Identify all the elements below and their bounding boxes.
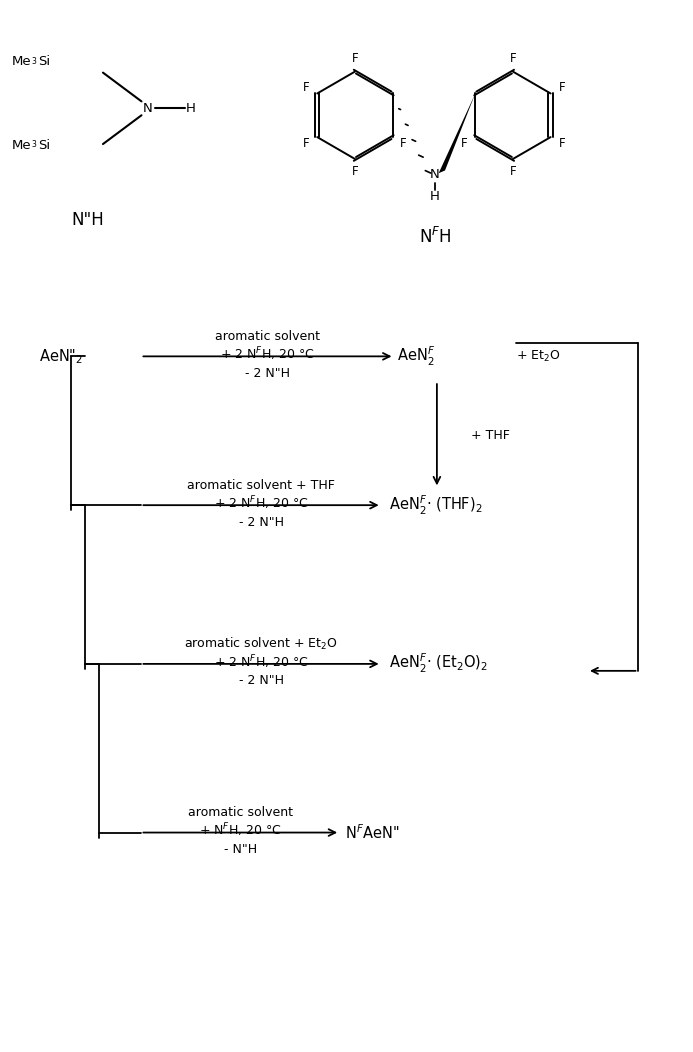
- Text: Me: Me: [12, 55, 32, 68]
- Text: F: F: [509, 165, 516, 179]
- Text: N$^F$H: N$^F$H: [419, 227, 451, 247]
- Text: F: F: [303, 81, 310, 94]
- Text: Me: Me: [12, 139, 32, 151]
- Text: F: F: [559, 137, 565, 150]
- Text: F: F: [509, 53, 516, 65]
- Text: F: F: [303, 137, 310, 150]
- Text: F: F: [559, 81, 565, 94]
- Text: aromatic solvent: aromatic solvent: [188, 806, 293, 820]
- Text: F: F: [351, 165, 358, 179]
- Text: + N$^F$H, 20 °C: + N$^F$H, 20 °C: [199, 822, 282, 839]
- Text: N"H: N"H: [72, 211, 105, 229]
- Text: AeN"$_2$: AeN"$_2$: [39, 347, 83, 366]
- Text: aromatic solvent + Et$_2$O: aromatic solvent + Et$_2$O: [184, 636, 337, 652]
- Text: aromatic solvent + THF: aromatic solvent + THF: [187, 479, 335, 492]
- Text: + THF: + THF: [471, 429, 510, 442]
- Text: AeN$^F_2$: AeN$^F_2$: [397, 345, 435, 368]
- Text: + 2 N$^F$H, 20 °C: + 2 N$^F$H, 20 °C: [220, 345, 315, 363]
- Text: F: F: [461, 137, 468, 150]
- Text: Si: Si: [37, 139, 50, 151]
- Text: aromatic solvent: aromatic solvent: [215, 330, 320, 343]
- Text: N$^F$AeN": N$^F$AeN": [345, 824, 400, 842]
- Text: N: N: [430, 168, 440, 181]
- Text: $_3$: $_3$: [31, 56, 37, 68]
- Text: H: H: [430, 190, 440, 203]
- Text: + 2 N$^F$H, 20 °C: + 2 N$^F$H, 20 °C: [213, 653, 308, 671]
- Text: $_3$: $_3$: [31, 139, 37, 151]
- Polygon shape: [439, 94, 475, 174]
- Text: Si: Si: [37, 55, 50, 68]
- Text: H: H: [186, 102, 196, 115]
- Text: N: N: [143, 102, 152, 115]
- Text: AeN$^F_2$· (Et$_2$O)$_2$: AeN$^F_2$· (Et$_2$O)$_2$: [389, 652, 489, 675]
- Text: + Et$_2$O: + Et$_2$O: [516, 349, 561, 364]
- Text: - 2 N"H: - 2 N"H: [238, 674, 283, 687]
- Text: F: F: [401, 137, 407, 150]
- Text: AeN$^F_2$· (THF)$_2$: AeN$^F_2$· (THF)$_2$: [389, 493, 483, 517]
- Text: + 2 N$^F$H, 20 °C: + 2 N$^F$H, 20 °C: [213, 494, 308, 512]
- Text: - N"H: - N"H: [224, 843, 257, 856]
- Text: - 2 N"H: - 2 N"H: [238, 515, 283, 528]
- Text: - 2 N"H: - 2 N"H: [245, 367, 290, 380]
- Text: F: F: [351, 53, 358, 65]
